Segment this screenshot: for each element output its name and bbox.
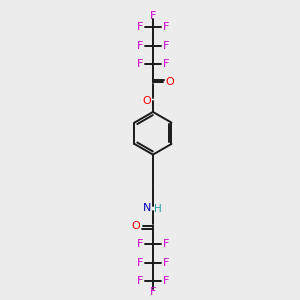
Text: F: F [137,276,143,286]
Text: F: F [137,22,143,32]
Text: N: N [143,203,151,213]
Text: F: F [137,40,143,50]
Text: F: F [163,40,169,50]
Text: F: F [163,59,169,69]
Text: F: F [163,22,169,32]
Text: F: F [163,239,169,249]
Text: O: O [166,77,174,87]
Text: F: F [150,287,156,297]
Text: F: F [137,258,143,268]
Text: O: O [142,96,151,106]
Text: F: F [137,239,143,249]
Text: O: O [132,221,140,231]
Text: F: F [163,258,169,268]
Text: F: F [163,276,169,286]
Text: F: F [150,11,156,21]
Text: H: H [154,204,161,214]
Text: F: F [137,59,143,69]
